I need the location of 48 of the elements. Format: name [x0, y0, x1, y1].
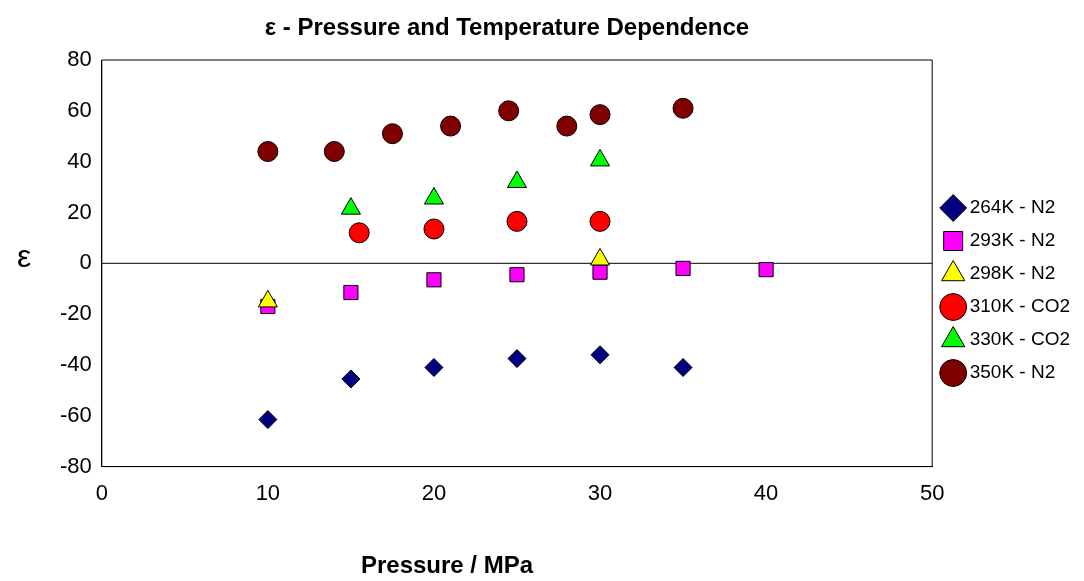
x-tick-label: 10: [255, 479, 281, 505]
x-tick-label: 30: [587, 479, 613, 505]
y-tick-label: 20: [67, 198, 92, 224]
point: [675, 260, 691, 276]
point: [589, 104, 611, 126]
y-axis-title: ε: [16, 238, 32, 275]
y-tick-label: 80: [67, 46, 92, 72]
point: [592, 264, 608, 280]
point: [343, 284, 359, 301]
point: [258, 410, 278, 430]
point: [673, 357, 693, 377]
point: [509, 267, 525, 283]
legend-label: 330K - CO2: [969, 328, 1070, 350]
point: [507, 349, 527, 369]
point: [323, 140, 345, 162]
point: [341, 369, 361, 389]
point: [498, 100, 520, 122]
x-tick-label: 20: [421, 479, 447, 505]
y-tick-label: -80: [60, 452, 92, 478]
x-axis-title: Pressure / MPa: [360, 550, 534, 578]
y-tick-label: -40: [60, 351, 92, 377]
legend-label: 293K - N2: [969, 229, 1056, 251]
y-tick-label: -20: [60, 300, 92, 326]
point: [589, 210, 611, 232]
point: [381, 123, 403, 145]
point: [672, 97, 694, 119]
point: [506, 210, 528, 232]
x-tick-label: 50: [919, 479, 945, 505]
point: [426, 272, 442, 288]
y-tick-label: 40: [67, 147, 92, 173]
point: [423, 218, 445, 240]
point: [424, 357, 444, 377]
point: [348, 222, 370, 244]
y-tick-label: 0: [79, 249, 92, 275]
x-tick-label: 0: [95, 479, 108, 505]
y-tick-label: 60: [67, 96, 92, 122]
x-tick-label: 40: [753, 479, 779, 505]
legend-label: 298K - N2: [969, 262, 1056, 284]
legend-label: 350K - N2: [969, 361, 1056, 383]
y-tick-label: -60: [60, 401, 92, 427]
legend-label: 264K - N2: [969, 196, 1056, 218]
legend-label: 310K - CO2: [969, 295, 1070, 317]
point: [440, 115, 462, 137]
chart-title: ε - Pressure and Temperature Dependence: [264, 12, 750, 40]
point: [257, 140, 279, 162]
point: [758, 262, 774, 278]
point: [556, 115, 578, 137]
point: [590, 345, 610, 365]
